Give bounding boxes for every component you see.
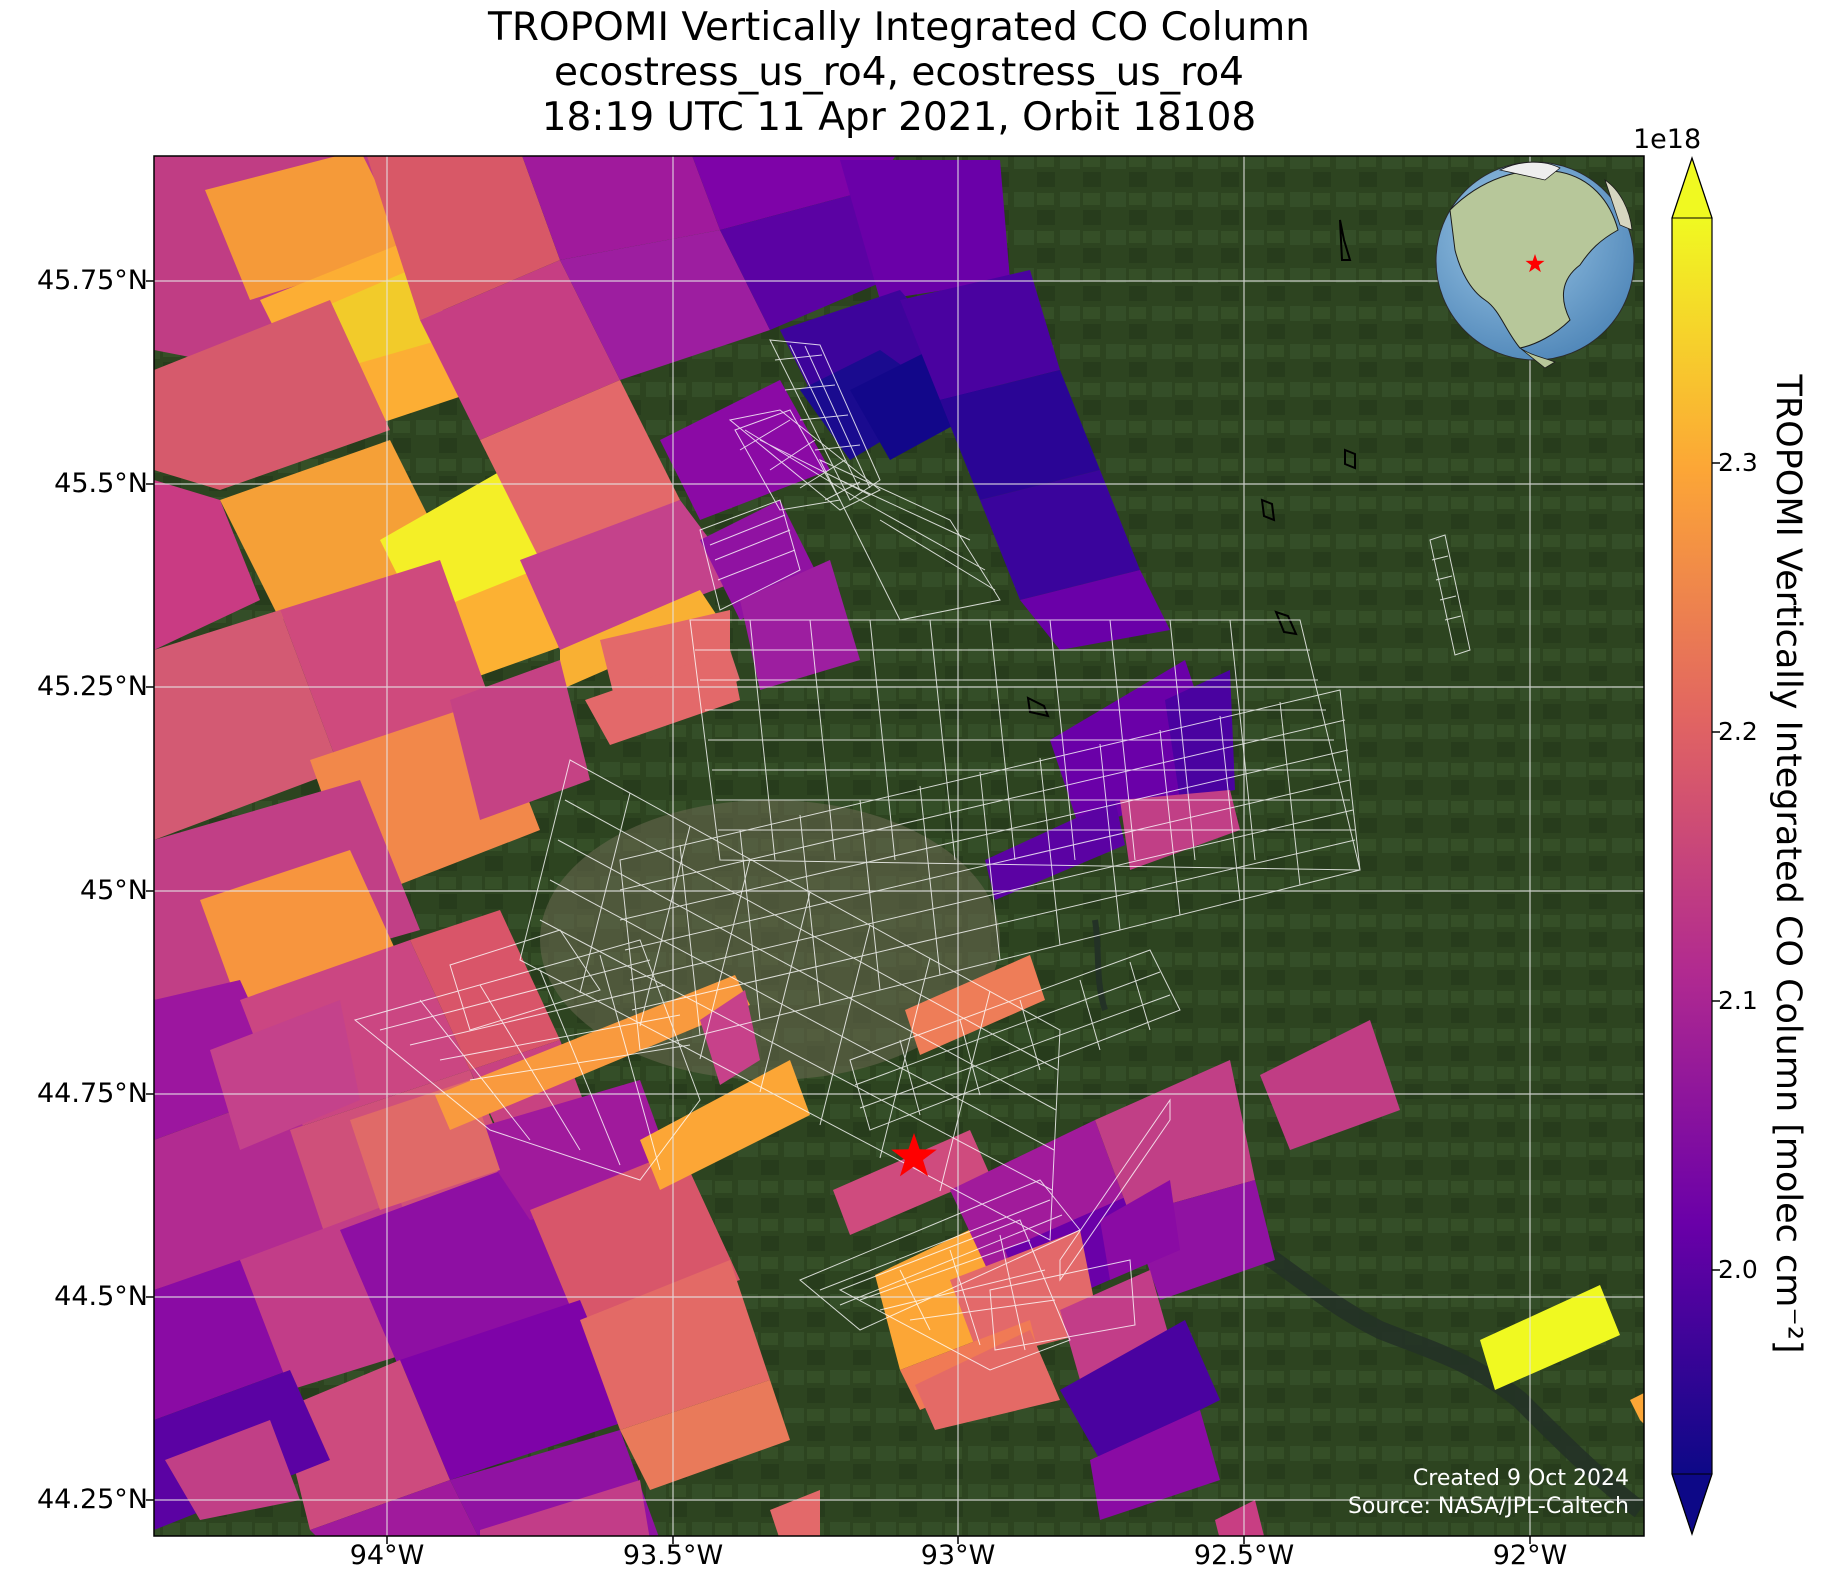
river <box>1195 1202 1644 1518</box>
colorbar <box>1671 156 1720 1536</box>
source-credit: Source: NASA/JPL-Caltech <box>1347 1494 1629 1519</box>
colorbar-exponent: 1e18 <box>1633 124 1702 155</box>
x-tick-label: 92.5°W <box>1193 1540 1295 1571</box>
y-tick-label: 45°N <box>79 875 148 906</box>
colorbar-tick-label: 2.2 <box>1718 717 1758 746</box>
chart-title-line-3: 18:19 UTC 11 Apr 2021, Orbit 18108 <box>541 95 1257 140</box>
colorbar-body <box>1672 218 1712 1474</box>
river-tributary <box>1092 919 1108 1011</box>
created-date-credit: Created 9 Oct 2024 <box>1412 1466 1629 1491</box>
colorbar-extend-max <box>1671 156 1713 219</box>
tropomi-pixels <box>154 156 1170 1536</box>
x-tick-marks <box>386 1536 1531 1544</box>
y-tick-label: 44.25°N <box>37 1484 148 1515</box>
x-tick-label: 92°W <box>1492 1540 1568 1571</box>
x-tick-label: 93°W <box>920 1540 996 1571</box>
colorbar-extend-min <box>1671 1473 1713 1536</box>
x-tick-label: 93.5°W <box>622 1540 724 1571</box>
chart-title-line-2: ecostress_us_ro4, ecostress_us_ro4 <box>553 50 1244 95</box>
y-tick-label: 44.75°N <box>37 1078 148 1109</box>
y-tick-label: 45.75°N <box>37 265 148 296</box>
y-tick-marks <box>146 280 154 1501</box>
chart-title-line-1: TROPOMI Vertically Integrated CO Column <box>488 5 1310 50</box>
gridlines <box>154 156 1644 1536</box>
y-tick-label: 44.5°N <box>54 1281 148 1312</box>
y-tick-label: 45.5°N <box>54 468 148 499</box>
map-panel <box>154 156 1644 1536</box>
colorbar-label: TROPOMI Vertically Integrated CO Column … <box>1768 374 1808 1354</box>
globe-star-marker <box>1525 254 1545 273</box>
map-frame <box>153 155 1645 1537</box>
colorbar-tick-label: 2.0 <box>1718 1255 1758 1284</box>
site-star-marker <box>891 1133 937 1177</box>
x-tick-label: 94°W <box>349 1540 425 1571</box>
tropomi-pixels-central <box>435 650 1644 1536</box>
ecostress-swath-grids <box>353 339 1471 1371</box>
y-tick-label: 45.25°N <box>37 671 148 702</box>
colorbar-tick-label: 2.1 <box>1718 986 1758 1015</box>
colorbar-tick-label: 2.3 <box>1718 448 1758 477</box>
globe-inset <box>1435 161 1635 369</box>
